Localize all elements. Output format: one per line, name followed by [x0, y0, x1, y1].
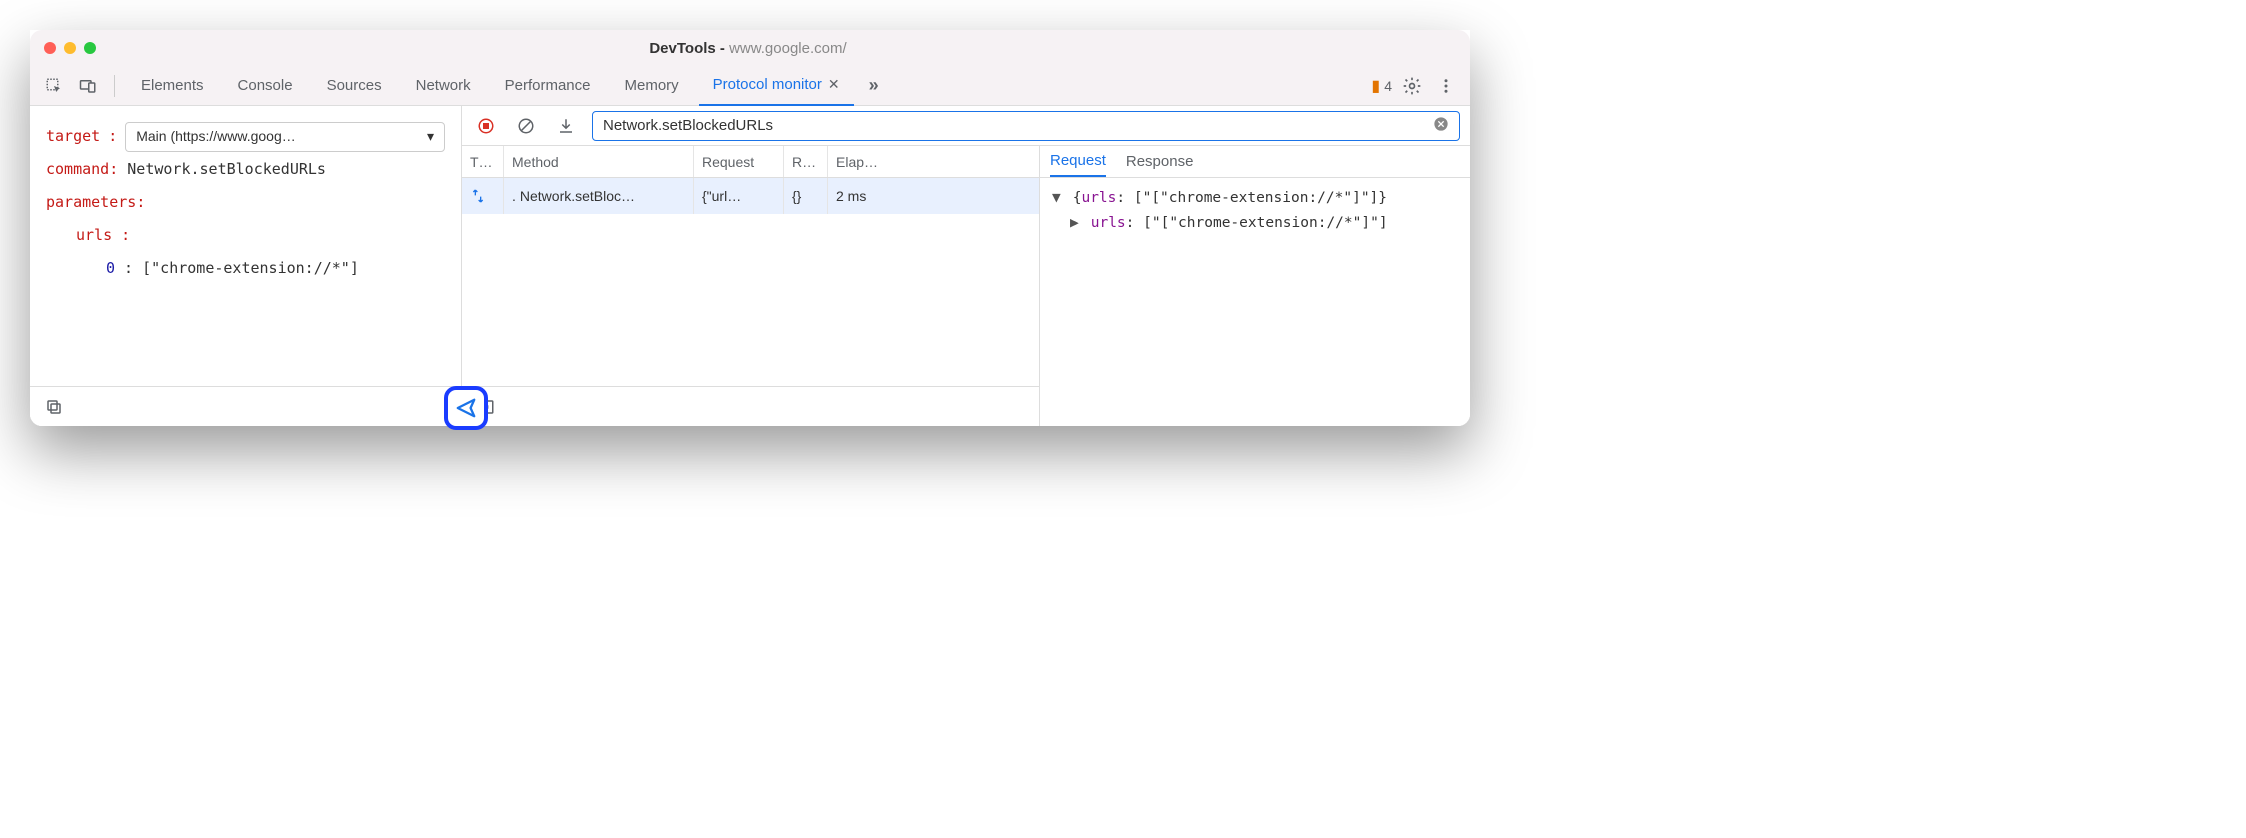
- kebab-menu-icon[interactable]: [1432, 72, 1460, 100]
- row-type-icon: [462, 178, 504, 214]
- devtools-tabbar: Elements Console Sources Network Perform…: [30, 66, 1470, 106]
- th-response[interactable]: R…: [784, 146, 828, 177]
- tab-memory[interactable]: Memory: [611, 66, 693, 106]
- left-footer: [30, 386, 461, 426]
- download-icon[interactable]: [552, 112, 580, 140]
- close-icon[interactable]: ✕: [828, 76, 840, 93]
- tab-sources[interactable]: Sources: [313, 66, 396, 106]
- urls-label: urls: [76, 226, 112, 244]
- title-url: www.google.com/: [729, 40, 847, 57]
- tab-performance[interactable]: Performance: [491, 66, 605, 106]
- filter-input[interactable]: Network.setBlockedURLs: [592, 111, 1460, 141]
- detail-tab-response[interactable]: Response: [1126, 146, 1194, 177]
- clear-icon[interactable]: [512, 112, 540, 140]
- table-header: T… Method Request R… Elap…: [462, 146, 1039, 178]
- device-toggle-icon[interactable]: [74, 72, 102, 100]
- tab-network[interactable]: Network: [402, 66, 485, 106]
- chevron-down-icon: ▾: [427, 121, 434, 152]
- clear-filter-icon[interactable]: [1433, 116, 1449, 136]
- tree-root[interactable]: ▼ {urls: ["["chrome-extension://*"]"]}: [1052, 186, 1458, 211]
- send-button[interactable]: [444, 386, 488, 430]
- row-response: {}: [784, 178, 828, 214]
- issues-flag-icon: ▮: [1371, 76, 1380, 96]
- row-elapsed: 2 ms: [828, 178, 898, 214]
- settings-icon[interactable]: [1398, 72, 1426, 100]
- record-icon[interactable]: [472, 112, 500, 140]
- close-window-button[interactable]: [44, 42, 56, 54]
- target-label: target: [46, 120, 100, 153]
- command-value: Network.setBlockedURLs: [127, 160, 326, 178]
- command-editor-pane: target: Main (https://www.goog… ▾ comman…: [30, 106, 462, 426]
- tree-child[interactable]: ▶ urls: ["["chrome-extension://*"]"]: [1052, 211, 1458, 236]
- tab-elements[interactable]: Elements: [127, 66, 218, 106]
- titlebar: DevTools - www.google.com/: [30, 30, 1470, 66]
- th-type[interactable]: T…: [462, 146, 504, 177]
- more-tabs-icon[interactable]: »: [860, 72, 888, 100]
- detail-tab-request[interactable]: Request: [1050, 146, 1106, 177]
- th-method[interactable]: Method: [504, 146, 694, 177]
- detail-pane: Request Response ▼ {urls: ["["chrome-ext…: [1040, 146, 1470, 426]
- filter-value: Network.setBlockedURLs: [603, 117, 773, 134]
- tab-protocol-monitor[interactable]: Protocol monitor ✕: [699, 66, 854, 106]
- parameters-label: parameters: [46, 193, 136, 211]
- minimize-window-button[interactable]: [64, 42, 76, 54]
- disclosure-right-icon[interactable]: ▶: [1070, 211, 1082, 236]
- row-method: .Network.setBloc…: [504, 178, 694, 214]
- disclosure-down-icon[interactable]: ▼: [1052, 186, 1064, 211]
- title-sep: -: [716, 40, 729, 57]
- issues-indicator[interactable]: ▮ 4: [1371, 76, 1392, 96]
- command-label: command: [46, 160, 109, 178]
- divider: [114, 75, 115, 97]
- zoom-window-button[interactable]: [84, 42, 96, 54]
- array-index: 0: [106, 259, 115, 277]
- protocol-toolbar: Network.setBlockedURLs: [462, 106, 1470, 146]
- copy-icon[interactable]: [40, 393, 68, 421]
- row-request: {"url…: [694, 178, 784, 214]
- th-elapsed[interactable]: Elap…: [828, 146, 898, 177]
- inspect-icon[interactable]: [40, 72, 68, 100]
- target-value: Main (https://www.goog…: [136, 121, 296, 152]
- target-select[interactable]: Main (https://www.goog… ▾: [125, 122, 445, 152]
- protocol-table: T… Method Request R… Elap… .Network.setB…: [462, 146, 1040, 426]
- title-prefix: DevTools: [649, 40, 715, 57]
- array-value: ["chrome-extension://*"]: [142, 259, 359, 277]
- table-row[interactable]: .Network.setBloc… {"url… {} 2 ms: [462, 178, 1039, 214]
- traffic-lights: [44, 42, 96, 54]
- table-footer: [462, 386, 1039, 426]
- tab-console[interactable]: Console: [224, 66, 307, 106]
- th-request[interactable]: Request: [694, 146, 784, 177]
- issues-count: 4: [1384, 78, 1392, 94]
- window-title: DevTools - www.google.com/: [96, 40, 1400, 57]
